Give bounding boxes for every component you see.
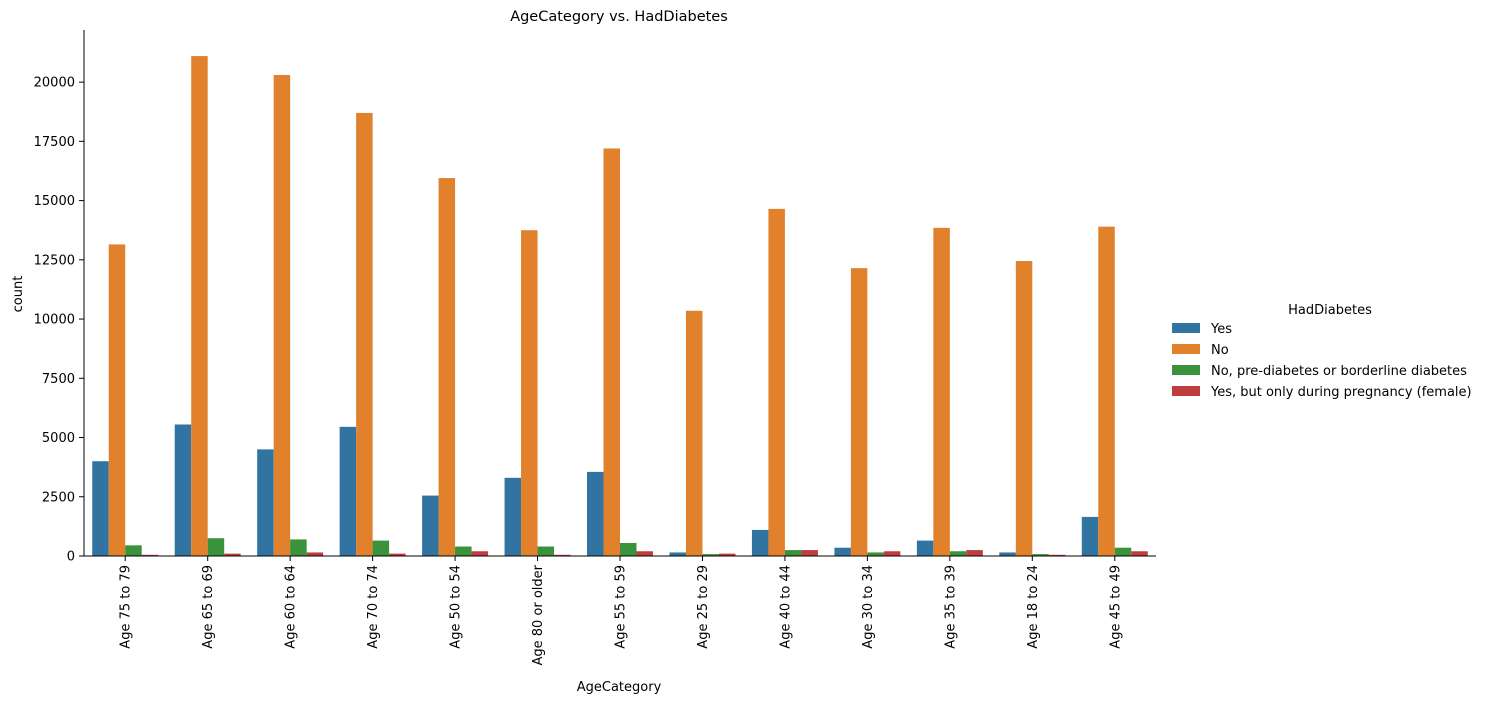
bar-2-5 <box>438 178 456 557</box>
bar-4-8 <box>718 553 736 556</box>
x-tick-label: Age 45 to 49 <box>1108 565 1123 649</box>
x-tick-label: Age 55 to 59 <box>614 565 629 649</box>
y-tick-label: 12500 <box>34 253 75 268</box>
y-tick-label: 2500 <box>42 490 75 505</box>
legend-title: HadDiabetes <box>1288 303 1372 318</box>
legend: HadDiabetes Yes No No, pre-diabetes or bor… <box>1172 303 1472 400</box>
bar-1-10 <box>834 547 851 556</box>
x-tick-label: Age 30 to 34 <box>861 565 876 649</box>
bar-3-4 <box>372 540 390 556</box>
bar-3-8 <box>702 554 719 556</box>
bar-2-10 <box>850 268 868 556</box>
bar-1-9 <box>751 529 769 556</box>
bar-4-7 <box>636 551 653 556</box>
bar-3-13 <box>1114 547 1132 556</box>
bar-2-8 <box>685 310 703 556</box>
chart-title: AgeCategory vs. HadDiabetes <box>510 9 728 25</box>
y-tick-label: 20000 <box>34 76 75 91</box>
bar-4-10 <box>883 551 901 556</box>
bar-2-9 <box>768 208 785 556</box>
y-tick-label: 7500 <box>42 372 75 387</box>
bar-1-13 <box>1081 516 1099 556</box>
bar-2-1 <box>108 244 126 557</box>
x-axis: Age 75 to 79 Age 65 to 69 Age 60 to 64 Age … <box>84 555 1156 666</box>
bar-3-2 <box>207 538 225 556</box>
y-tick-label: 17500 <box>34 135 75 150</box>
bar-3-11 <box>949 551 967 556</box>
y-axis: 0 2500 5000 7500 10000 12500 15000 17500 20000 <box>34 30 85 565</box>
x-tick-label: Age 25 to 29 <box>696 565 711 649</box>
x-tick-label: Age 80 or older <box>531 564 546 665</box>
legend-label: Yes, but only during pregnancy (female) <box>1210 385 1472 400</box>
x-tick-label: Age 40 to 44 <box>778 565 793 649</box>
bar-3-10 <box>867 552 884 556</box>
bar-2-12 <box>1015 261 1033 556</box>
x-tick-label: Age 35 to 39 <box>943 565 958 649</box>
bar-1-2 <box>174 424 192 556</box>
x-tick-label: Age 75 to 79 <box>119 565 134 649</box>
bar-1-3 <box>257 449 274 556</box>
bar-1-7 <box>587 471 604 556</box>
y-tick-label: 10000 <box>34 313 75 328</box>
y-tick-label: 5000 <box>42 431 75 446</box>
bar-3-7 <box>620 542 637 556</box>
bar-4-13 <box>1131 551 1148 556</box>
bar-2-4 <box>356 112 373 557</box>
bar-4-9 <box>801 550 818 556</box>
bar-4-12 <box>1048 554 1066 556</box>
legend-swatch <box>1172 365 1200 375</box>
bar-3-12 <box>1032 554 1049 556</box>
y-tick-label: 15000 <box>34 194 75 209</box>
legend-swatch <box>1172 323 1200 333</box>
bar-2-13 <box>1098 226 1115 556</box>
x-tick-label: Age 70 to 74 <box>366 565 381 649</box>
bar-2-11 <box>933 227 950 556</box>
bar-2-3 <box>273 75 291 557</box>
plot-area <box>92 56 1148 557</box>
legend-swatch <box>1172 386 1200 396</box>
legend-label: No <box>1211 343 1229 358</box>
bar-4-1 <box>141 554 159 556</box>
bar-3-1 <box>125 545 142 556</box>
bar-3-9 <box>784 550 802 556</box>
bar-1-1 <box>92 461 109 556</box>
x-tick-label: Age 18 to 24 <box>1026 565 1041 649</box>
bar-1-5 <box>422 495 439 556</box>
bar-4-2 <box>224 553 241 556</box>
y-tick-label: 0 <box>67 550 75 565</box>
y-axis-label: count <box>11 276 26 313</box>
bar-1-6 <box>504 477 522 556</box>
bar-2-7 <box>603 148 620 556</box>
bar-1-11 <box>916 540 934 556</box>
bar-1-4 <box>339 426 357 556</box>
bar-2-2 <box>191 56 208 557</box>
bar-3-3 <box>290 539 307 556</box>
bar-4-3 <box>306 552 324 556</box>
bar-4-6 <box>554 554 571 556</box>
bar-1-12 <box>999 552 1016 556</box>
bar-2-6 <box>521 230 538 556</box>
legend-label: No, pre-diabetes or borderline diabetes <box>1211 364 1467 379</box>
bar-3-5 <box>455 546 472 556</box>
bar-4-4 <box>389 553 406 556</box>
bar-3-6 <box>537 546 555 556</box>
legend-label: Yes <box>1210 322 1232 337</box>
x-tick-label: Age 50 to 54 <box>449 565 464 649</box>
bar-4-5 <box>471 551 489 556</box>
bar-1-8 <box>669 552 686 556</box>
x-axis-label: AgeCategory <box>577 680 662 695</box>
x-tick-label: Age 60 to 64 <box>284 565 299 649</box>
legend-swatch <box>1172 344 1200 354</box>
bar-4-11 <box>966 550 983 556</box>
x-tick-label: Age 65 to 69 <box>201 565 216 649</box>
